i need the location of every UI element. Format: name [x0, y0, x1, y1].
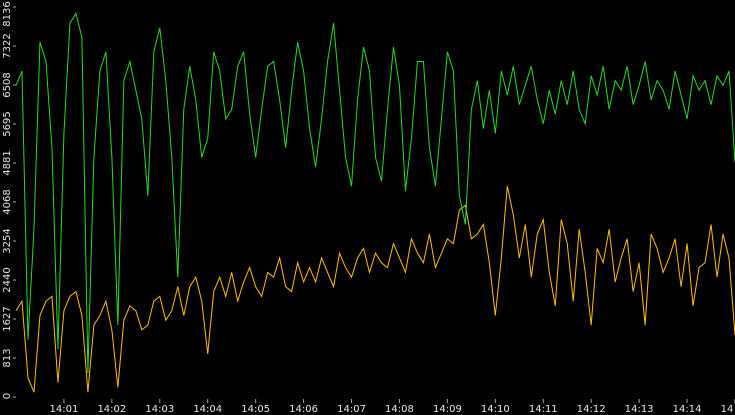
- x-tick-label: 14:07: [337, 404, 366, 415]
- y-tick-label: 1627: [2, 306, 13, 331]
- y-tick-label: 813: [2, 348, 13, 367]
- x-tick-label: 14:09: [433, 404, 462, 415]
- x-tick-label: 14:10: [481, 404, 510, 415]
- y-tick-label: 7322: [2, 33, 13, 58]
- x-tick-label: 14:05: [241, 404, 270, 415]
- x-tick-label: 14:11: [529, 404, 558, 415]
- y-tick-label: 4068: [2, 189, 13, 214]
- x-tick-label: 14:14: [673, 404, 702, 415]
- x-tick-label: 14:01: [50, 404, 79, 415]
- series-line: [15, 12, 735, 374]
- y-tick-label: 0: [2, 393, 13, 399]
- x-tick-label: 14:03: [145, 404, 174, 415]
- x-tick-label: 14:04: [193, 404, 222, 415]
- x-tick-label: 14:02: [97, 404, 126, 415]
- series-line: [15, 185, 735, 393]
- y-tick-label: 6508: [2, 72, 13, 97]
- x-tick-label: 14: [721, 404, 734, 415]
- y-tick-label: 4881: [2, 150, 13, 175]
- x-tick-label: 14:13: [625, 404, 654, 415]
- y-tick-label: 3254: [2, 228, 13, 253]
- x-tick-label: 14:06: [289, 404, 318, 415]
- y-tick-label: 8136: [2, 1, 13, 26]
- y-tick-label: 5695: [2, 111, 13, 136]
- x-tick-label: 14:08: [385, 404, 414, 415]
- x-tick-label: 14:12: [577, 404, 606, 415]
- y-tick-label: 2440: [2, 267, 13, 292]
